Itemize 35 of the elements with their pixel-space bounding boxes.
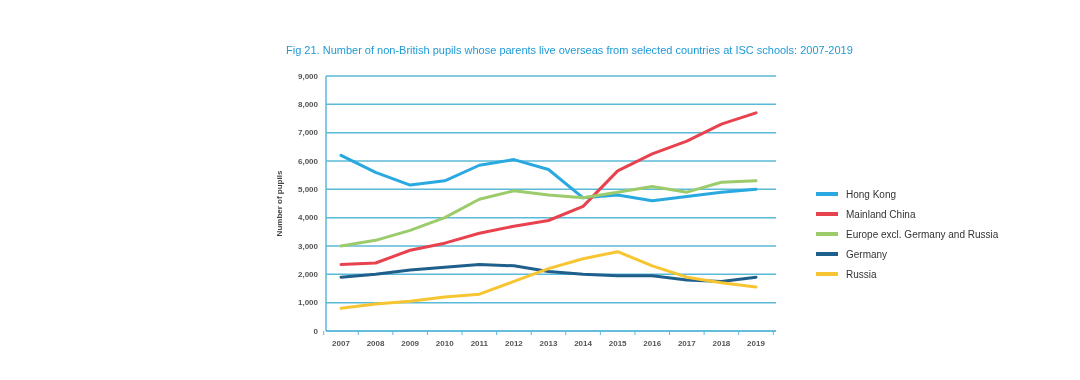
line-series: [339, 153, 758, 203]
y-axis-title: Number of pupils: [275, 170, 284, 237]
x-tick-label: 2018: [712, 339, 731, 348]
x-tick-label: 2008: [366, 339, 386, 348]
y-tick-label: 6,000: [297, 156, 319, 166]
line-series: [339, 179, 758, 248]
x-tick-label: 2007: [332, 339, 351, 348]
chart-title: Fig 21. Number of non-British pupils whose parents live overseas from selected countries at ISC schools: 2007-2019: [286, 44, 853, 56]
legend-label: Europe excl. Germany and Russia: [846, 228, 999, 240]
line-series: [339, 262, 758, 283]
x-tick-label: 2014: [574, 339, 593, 348]
line-series: [339, 111, 758, 266]
legend-label: Russia: [846, 268, 877, 280]
legend-label: Mainland China: [846, 208, 916, 220]
line-series: [339, 250, 758, 310]
y-tick-label: 9,000: [297, 71, 319, 81]
x-tick-label: 2016: [643, 339, 662, 348]
y-tick-label: 5,000: [297, 185, 319, 195]
x-tick-label: 2010: [435, 339, 455, 348]
y-tick-label: 1,000: [297, 298, 319, 308]
legend-label: Hong Kong: [846, 188, 897, 200]
x-tick-label: 2011: [470, 339, 489, 348]
y-tick-label: 4,000: [297, 213, 319, 223]
y-tick-label: 7,000: [297, 128, 319, 138]
x-tick-label: 2013: [539, 339, 558, 348]
y-tick-label: 8,000: [297, 100, 319, 110]
x-tick-label: 2012: [505, 339, 524, 348]
x-tick-label: 2017: [677, 339, 697, 348]
x-tick-label: 2019: [747, 339, 766, 348]
x-tick-label: 2009: [401, 339, 420, 348]
x-tick-label: 2015: [608, 339, 628, 348]
legend-label: Germany: [846, 248, 888, 260]
y-tick-label: 3,000: [297, 241, 319, 251]
y-tick-label: 0: [313, 326, 319, 336]
y-tick-label: 2,000: [297, 270, 319, 280]
